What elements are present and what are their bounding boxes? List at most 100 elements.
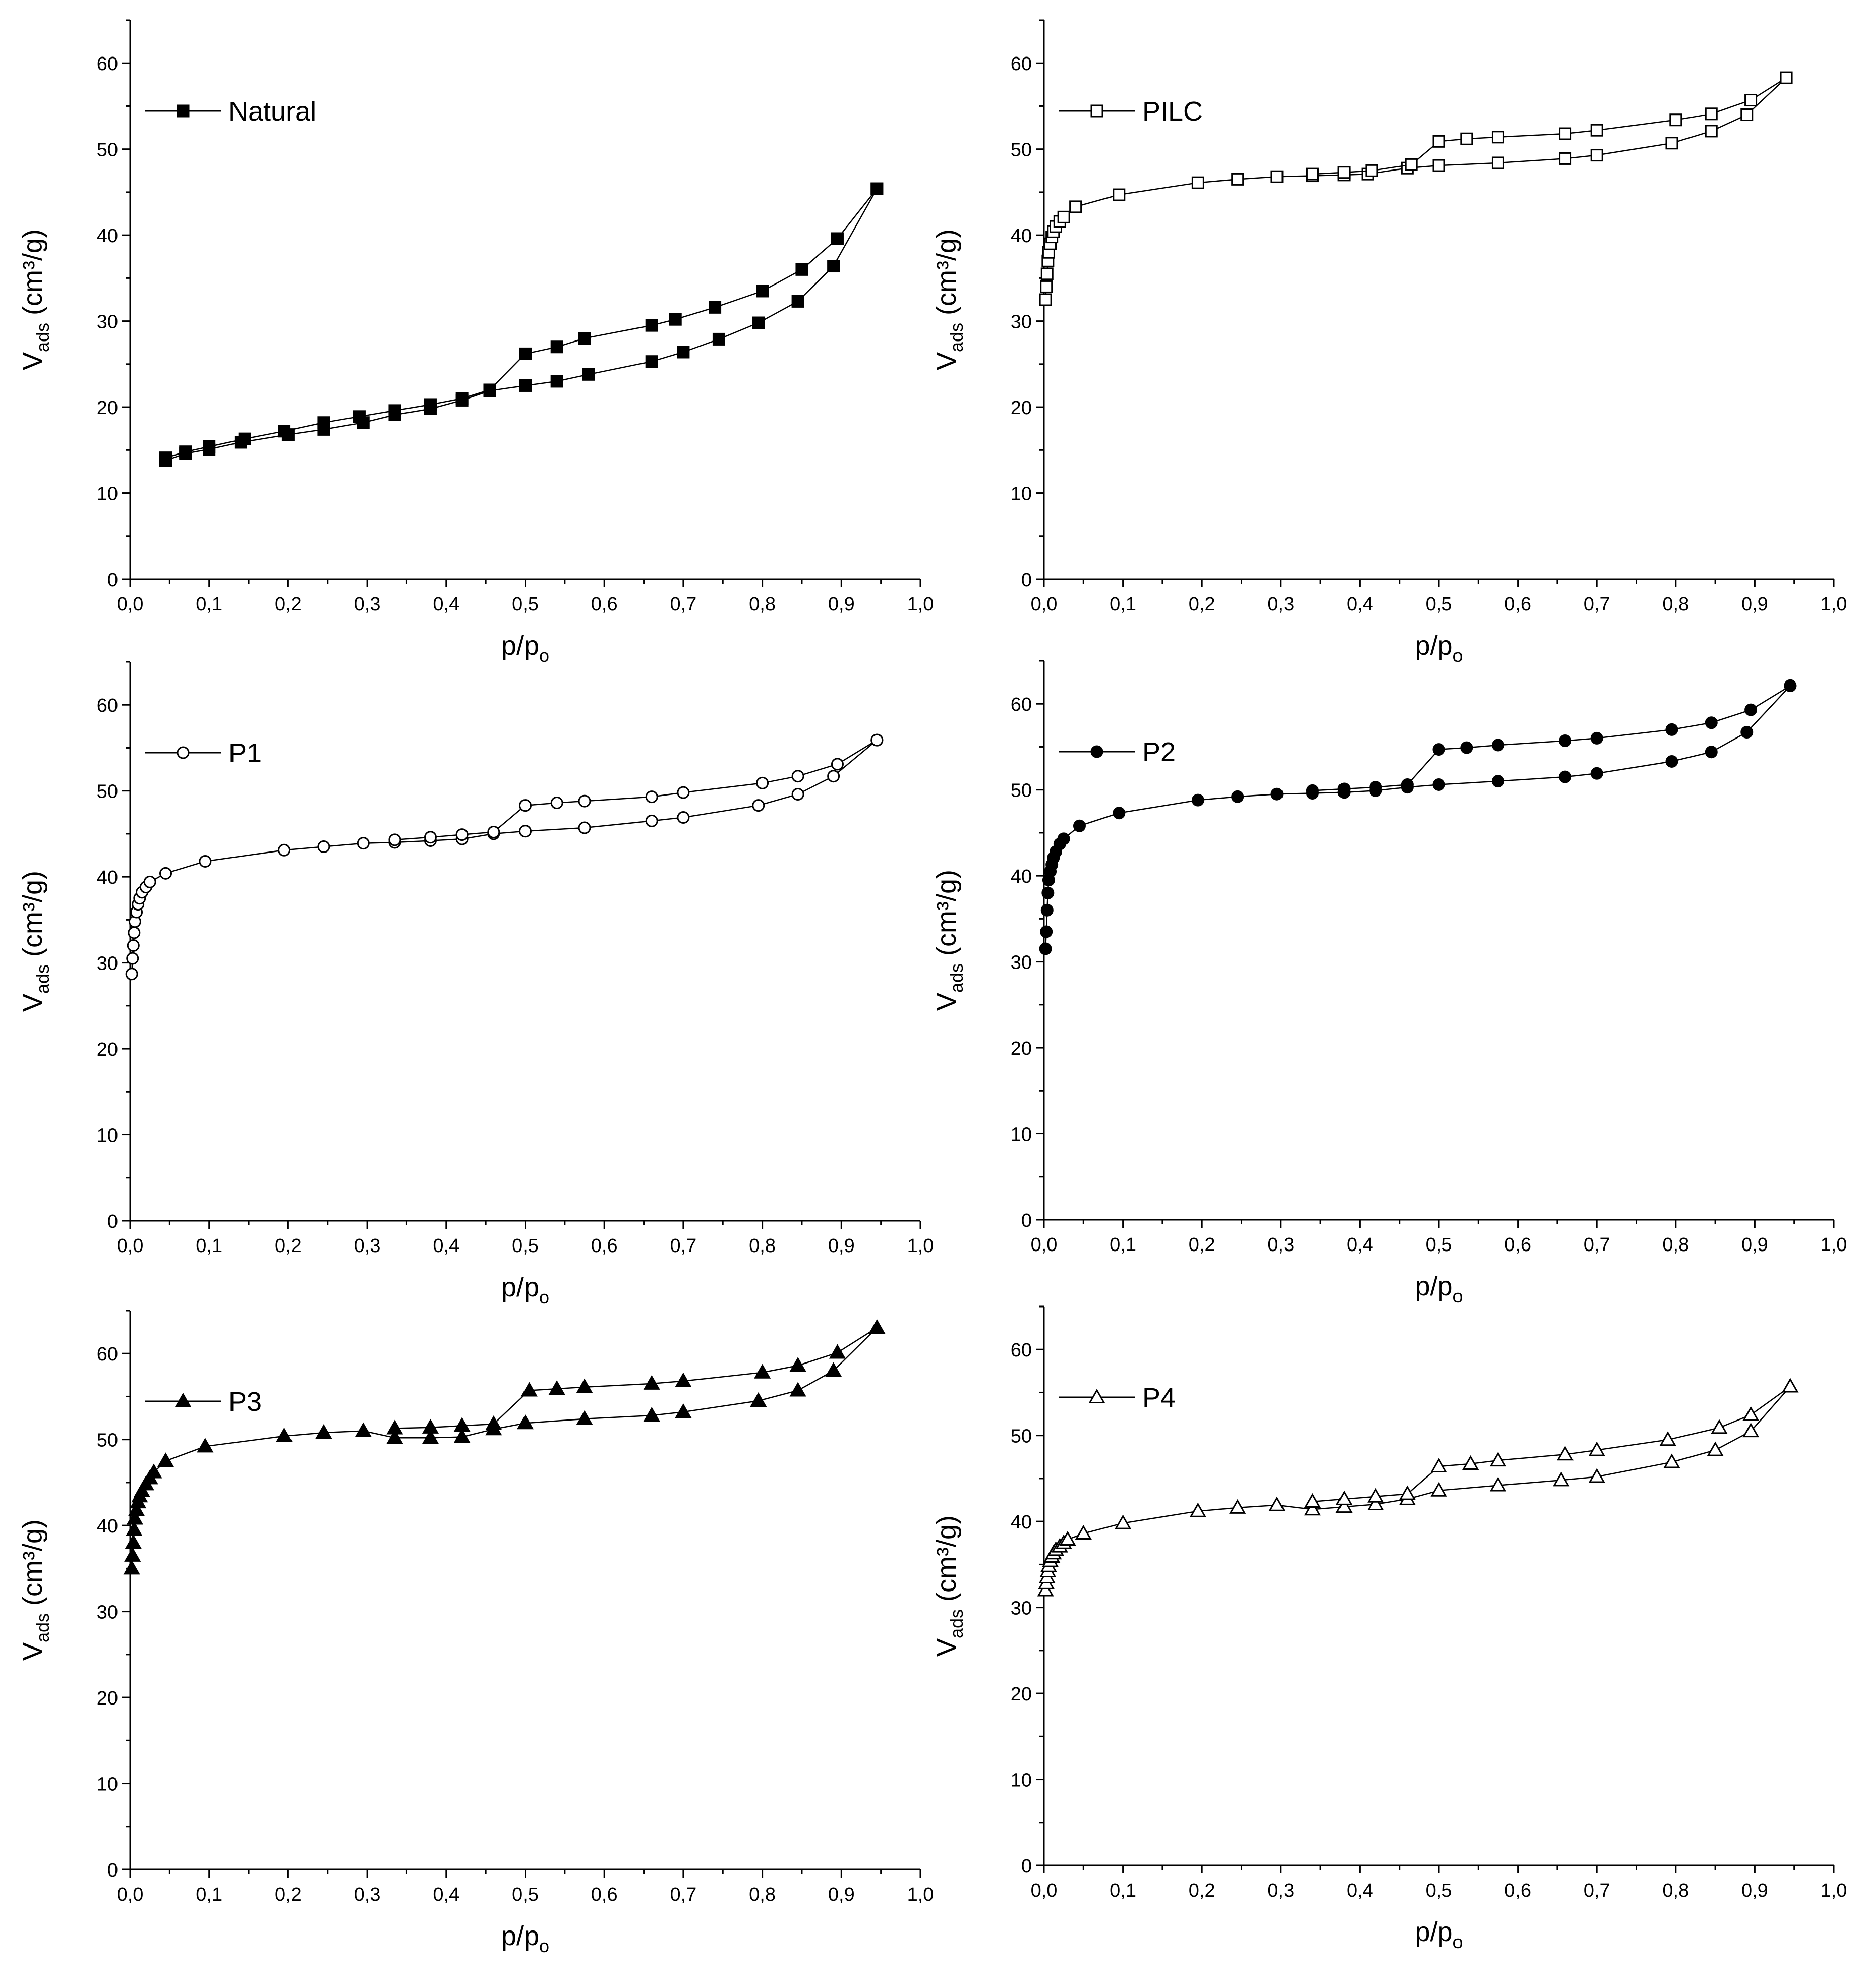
data-point-adsorption — [317, 840, 330, 853]
data-point-adsorption — [677, 811, 690, 824]
legend-marker — [177, 104, 190, 118]
data-point-adsorption — [315, 1424, 332, 1439]
y-axis-title-main: V — [931, 1638, 962, 1657]
x-tick-label: 0,7 — [1584, 1880, 1610, 1901]
data-point-adsorption — [1231, 790, 1244, 803]
data-point-adsorption — [1335, 1498, 1353, 1513]
data-point-desorption — [789, 1357, 806, 1372]
y-tick-label: 50 — [97, 140, 118, 161]
y-axis-title-sub: ads — [946, 323, 967, 352]
series-line-desorption — [1312, 685, 1791, 791]
data-point-adsorption — [550, 375, 563, 388]
legend-label: Natural — [228, 96, 316, 127]
data-point-desorption — [422, 1418, 439, 1434]
x-tick-label: 1,0 — [1821, 1880, 1847, 1901]
series-line-adsorption — [1044, 1386, 1791, 1591]
x-tick-label: 0,6 — [1504, 1234, 1531, 1256]
y-tick-label: 10 — [1011, 1124, 1032, 1146]
data-point-desorption — [1405, 158, 1418, 171]
y-axis-title-main: V — [18, 994, 48, 1012]
data-point-adsorption — [791, 295, 804, 308]
data-point-desorption — [1369, 781, 1382, 794]
data-point-adsorption — [1191, 793, 1204, 807]
y-tick-label: 60 — [97, 1344, 118, 1365]
data-point-adsorption — [1231, 173, 1244, 186]
data-point-desorption — [548, 1380, 565, 1395]
x-axis-title-sub: o — [539, 645, 549, 666]
x-tick-label: 0,5 — [1426, 1880, 1452, 1901]
data-point-adsorption — [357, 837, 370, 850]
data-point-adsorption — [1489, 1476, 1507, 1492]
x-tick-label: 0,8 — [749, 1884, 776, 1905]
y-tick-label: 60 — [1011, 1340, 1032, 1361]
x-tick-label: 0,8 — [749, 594, 776, 615]
y-tick-label: 30 — [1011, 952, 1032, 974]
data-point-desorption — [1399, 1485, 1416, 1500]
y-tick-label: 0 — [1021, 1210, 1032, 1231]
y-axis-title-main: V — [931, 352, 962, 370]
data-point-desorption — [1744, 94, 1758, 107]
y-tick-label: 0 — [1021, 1856, 1032, 1877]
data-point-desorption — [1669, 113, 1682, 127]
legend-marker — [1090, 745, 1103, 758]
data-point-adsorption — [125, 968, 138, 981]
data-point-adsorption — [1665, 755, 1678, 768]
data-point-adsorption — [1040, 925, 1053, 938]
data-point-adsorption — [1491, 775, 1504, 788]
y-tick-label: 40 — [1011, 866, 1032, 887]
data-point-adsorption — [1432, 778, 1445, 791]
y-axis-title-sub: ads — [946, 963, 967, 993]
y-axis-title: Vads (cm³/g) — [18, 1519, 53, 1661]
data-point-adsorption — [1432, 159, 1445, 172]
x-tick-label: 0,0 — [117, 1884, 144, 1905]
data-point-desorption — [1335, 1490, 1353, 1505]
data-point-adsorption — [128, 926, 141, 939]
y-tick-label: 50 — [97, 1430, 118, 1451]
y-tick-label: 40 — [97, 225, 118, 247]
data-point-adsorption — [1304, 1501, 1321, 1516]
data-point-desorption — [1430, 1458, 1447, 1473]
x-axis-title-main: p/p — [501, 631, 539, 661]
x-axis-title-sub: o — [539, 1287, 549, 1308]
data-point-adsorption — [143, 875, 156, 888]
chart-panel-pilc: 0,0 0,1 0,2 0,3 0,4 0,5 0,6 0,7 0,8 0,9 1,0 0 10 20 30… — [931, 19, 1847, 666]
x-tick-label: 0,0 — [1031, 594, 1058, 615]
data-point-adsorption — [1040, 903, 1054, 917]
x-axis-title-main: p/p — [1415, 631, 1452, 661]
series-line-desorption — [165, 188, 878, 459]
y-tick-label: 10 — [1011, 1770, 1032, 1791]
x-tick-label: 0,3 — [1267, 1880, 1294, 1901]
data-point-adsorption — [1665, 137, 1678, 150]
data-point-desorption — [550, 797, 563, 810]
data-point-adsorption — [197, 1438, 214, 1453]
y-axis-title-unit: (cm³/g) — [18, 229, 48, 323]
data-point-adsorption — [1740, 725, 1754, 739]
data-point-desorption — [1365, 164, 1378, 177]
data-point-adsorption — [126, 1510, 143, 1525]
data-point-desorption — [455, 392, 469, 405]
data-point-adsorption — [752, 316, 765, 329]
x-tick-label: 0,0 — [1031, 1234, 1058, 1256]
y-axis-title-sub: ads — [32, 964, 53, 994]
x-tick-label: 0,4 — [1347, 594, 1373, 615]
data-point-desorption — [1665, 723, 1678, 736]
series-line-adsorption — [131, 740, 878, 974]
data-point-adsorption — [791, 788, 804, 801]
x-axis-title: p/po — [1415, 1271, 1463, 1307]
x-axis-title-sub: o — [1453, 645, 1463, 666]
y-tick-label: 20 — [1011, 397, 1032, 419]
data-point-adsorption — [126, 1521, 143, 1536]
y-tick-label: 50 — [1011, 1426, 1032, 1447]
data-point-desorption — [1337, 166, 1351, 179]
x-tick-label: 0,2 — [1189, 1880, 1215, 1901]
x-tick-label: 0,9 — [828, 1884, 855, 1905]
y-tick-label: 40 — [1011, 1512, 1032, 1533]
data-point-desorption — [645, 790, 658, 804]
data-point-adsorption — [1707, 1441, 1724, 1456]
data-point-adsorption — [1270, 787, 1284, 801]
data-point-adsorption — [643, 1406, 660, 1422]
data-point-desorption — [1491, 739, 1504, 752]
y-axis-title-unit: (cm³/g) — [931, 1515, 962, 1609]
data-point-desorption — [1590, 731, 1603, 745]
data-point-desorption — [238, 432, 251, 445]
